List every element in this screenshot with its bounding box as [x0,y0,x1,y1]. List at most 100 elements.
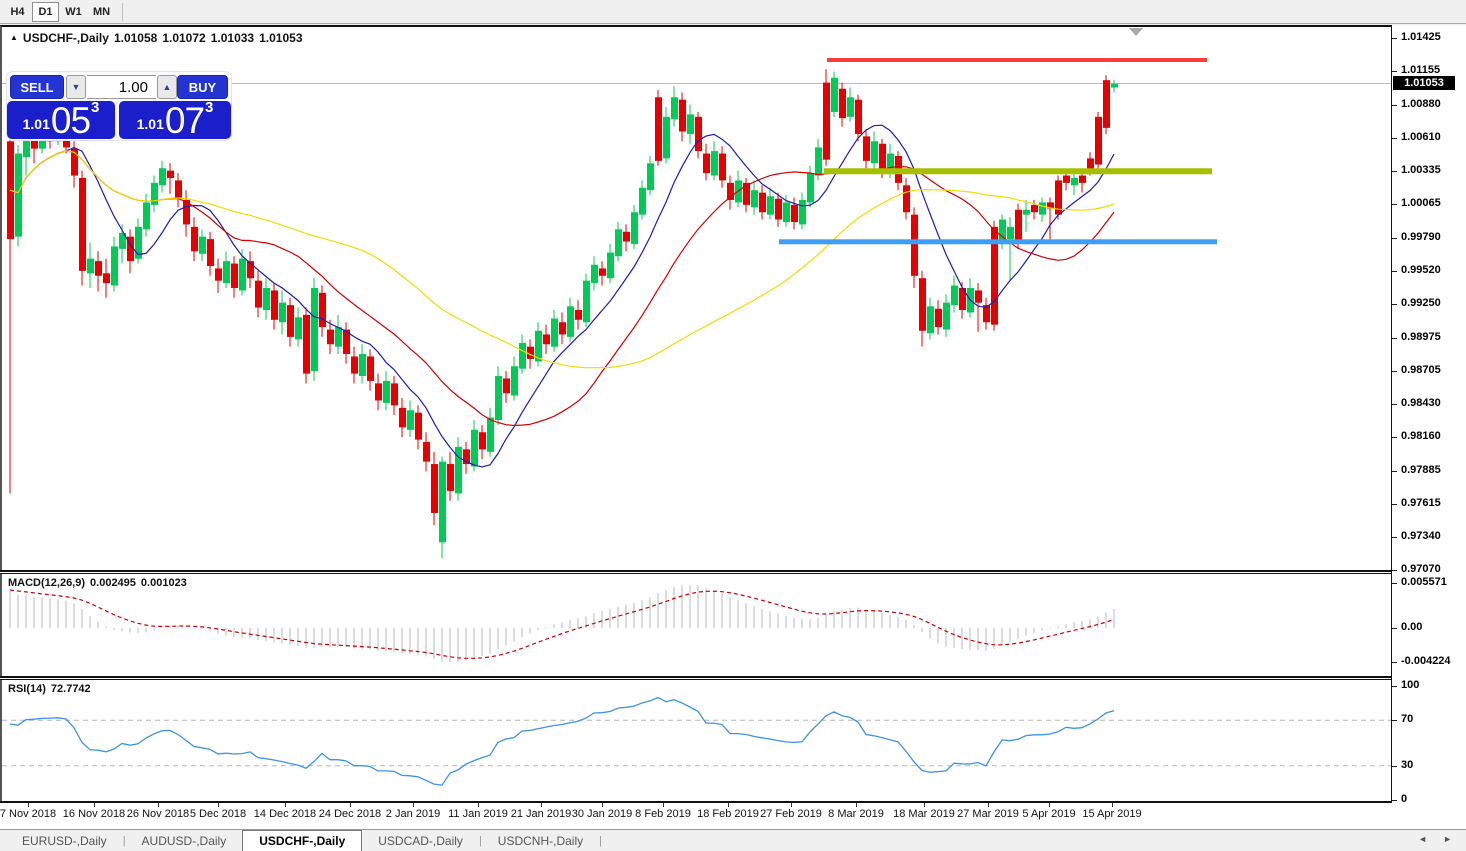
price-axis-label: 0.99790 [1401,230,1441,243]
price-axis-label: 0.98430 [1401,397,1441,410]
chart-shift-marker-icon [1129,28,1143,36]
date-axis-label: 5 Apr 2019 [1022,808,1076,820]
date-axis-label: 27 Feb 2019 [760,808,822,820]
axis-tick [1392,171,1397,173]
price-axis-label: 0.97885 [1401,463,1441,476]
macd-indicator-pane[interactable]: MACD(12,26,9) 0.002495 0.001023 [0,574,1391,676]
macd-canvas [9,584,1115,663]
price-axis-label: 0.97615 [1401,496,1441,509]
price-axis-label: 0.98160 [1401,430,1441,443]
tab-usdcnh[interactable]: USDCNH-,Daily [497,833,584,848]
rsi-axis-label: 0 [1401,793,1408,805]
axis-tick [1392,237,1397,239]
timeframe-button-h4[interactable]: H4 [10,5,25,18]
tab-scroll-left-icon[interactable]: ◄ [1418,834,1428,844]
buy-price-point: 3 [205,99,214,116]
axis-tick [1392,270,1397,272]
tab-scroll-right-icon[interactable]: ► [1443,834,1452,844]
pane-separator[interactable] [0,676,1391,680]
axis-tick [1392,303,1397,305]
date-tick [728,803,729,807]
buy-price-display[interactable]: 1.01 07 3 [119,99,231,139]
axis-tick [1392,800,1397,801]
date-tick [791,803,792,807]
buy-button[interactable]: BUY [177,75,228,99]
date-tick [218,803,219,807]
date-axis-label: 8 Mar 2019 [828,808,884,820]
sell-price-point: 3 [91,99,100,116]
macd-axis-label: 0.005571 [1401,575,1447,588]
rsi-label: RSI(14) 72.7742 [8,683,91,695]
chart-title: ▲ USDCHF-,Daily 1.01058 1.01072 1.01033 … [10,31,303,45]
sell-price-pips: 05 [50,100,91,141]
volume-increase-button[interactable]: ▲ [157,75,177,99]
axis-tick [1392,686,1397,687]
ohlc-close: 1.01053 [259,31,303,45]
price-axis-label: 1.01425 [1401,31,1441,43]
collapse-icon[interactable]: ▲ [10,33,18,42]
price-axis[interactable]: 1.01425 1.01155 1.00880 1.00610 1.00335 1.000… [1391,25,1466,805]
date-axis-label: 24 Dec 2018 [318,808,382,820]
main-chart-pane[interactable]: ▲ USDCHF-,Daily 1.01058 1.01072 1.01033 … [0,25,1391,570]
date-tick [988,803,989,807]
volume-decrease-button[interactable]: ▼ [66,75,86,99]
date-axis-label: 30 Jan 2019 [571,808,633,820]
date-axis-label: 2 Jan 2019 [385,808,441,820]
date-axis-label: 15 Apr 2019 [1082,808,1142,820]
sell-price-display[interactable]: 1.01 05 3 [7,99,115,141]
price-axis-label: 1.00065 [1401,197,1441,210]
tab-usdchf[interactable]: USDCHF-,Daily [242,830,363,851]
axis-tick [1392,570,1397,572]
price-axis-label: 0.97070 [1401,563,1441,576]
axis-tick [1392,404,1397,406]
axis-tick [1392,104,1397,106]
volume-input[interactable] [87,75,156,99]
date-axis-label: 7 Nov 2018 [0,808,57,820]
pane-separator[interactable] [0,570,1391,574]
tab-usdcad[interactable]: USDCAD-,Daily [378,833,463,848]
macd-value: 0.002495 [90,577,136,589]
price-axis-label: 0.99520 [1401,263,1441,276]
price-axis-label: 1.00610 [1401,130,1441,143]
tab-separator: | [122,834,126,847]
axis-tick [1392,137,1397,139]
date-axis-label: 18 Mar 2019 [893,808,955,820]
sell-button[interactable]: SELL [10,75,64,99]
one-click-trade-panel: SELL ▼ ▲ BUY 1.01 05 3 1.01 07 3 [7,72,231,140]
axis-tick [1392,765,1397,767]
chart-tab-bar: EURUSD-,Daily | AUDUSD-,Daily USDCHF-,Da… [0,829,1466,851]
tab-eurusd[interactable]: EURUSD-,Daily [22,833,107,848]
date-tick [924,803,925,807]
pane-separator [0,801,1391,803]
tab-separator: | [599,834,602,847]
rsi-canvas [2,696,1391,786]
rsi-indicator-pane[interactable]: RSI(14) 72.7742 [0,680,1391,801]
axis-tick [1392,628,1397,629]
date-tick [1049,803,1050,807]
date-tick [856,803,857,807]
tab-audusd[interactable]: AUDUSD-,Daily [141,833,227,848]
axis-tick [1392,662,1397,664]
ohlc-high: 1.01072 [162,31,206,45]
date-axis-label: 11 Jan 2019 [448,808,508,820]
current-price-tag: 1.01053 [1393,76,1455,91]
toolbar-separator [122,2,123,21]
date-axis[interactable]: 7 Nov 2018 16 Nov 2018 26 Nov 2018 5 Dec 20… [0,803,1466,829]
timeframe-button-mn[interactable]: MN [92,5,111,18]
date-axis-label: 26 Nov 2018 [126,808,190,820]
date-axis-label: 14 Dec 2018 [253,808,317,820]
date-tick [663,803,664,807]
macd-signal-value: 0.001023 [140,577,187,589]
axis-tick [1392,437,1397,439]
date-axis-label: 16 Nov 2018 [62,808,126,820]
axis-tick [1392,204,1397,206]
date-axis-label: 18 Feb 2019 [697,808,759,820]
axis-tick [1392,470,1397,472]
axis-tick [1392,337,1397,339]
timeframe-button-w1[interactable]: W1 [65,5,82,18]
buy-price-prefix: 1.01 [136,116,164,132]
date-axis-label: 5 Dec 2018 [189,808,247,820]
axis-tick [1392,537,1397,539]
date-tick [94,803,95,807]
timeframe-button-d1[interactable]: D1 [32,1,59,22]
